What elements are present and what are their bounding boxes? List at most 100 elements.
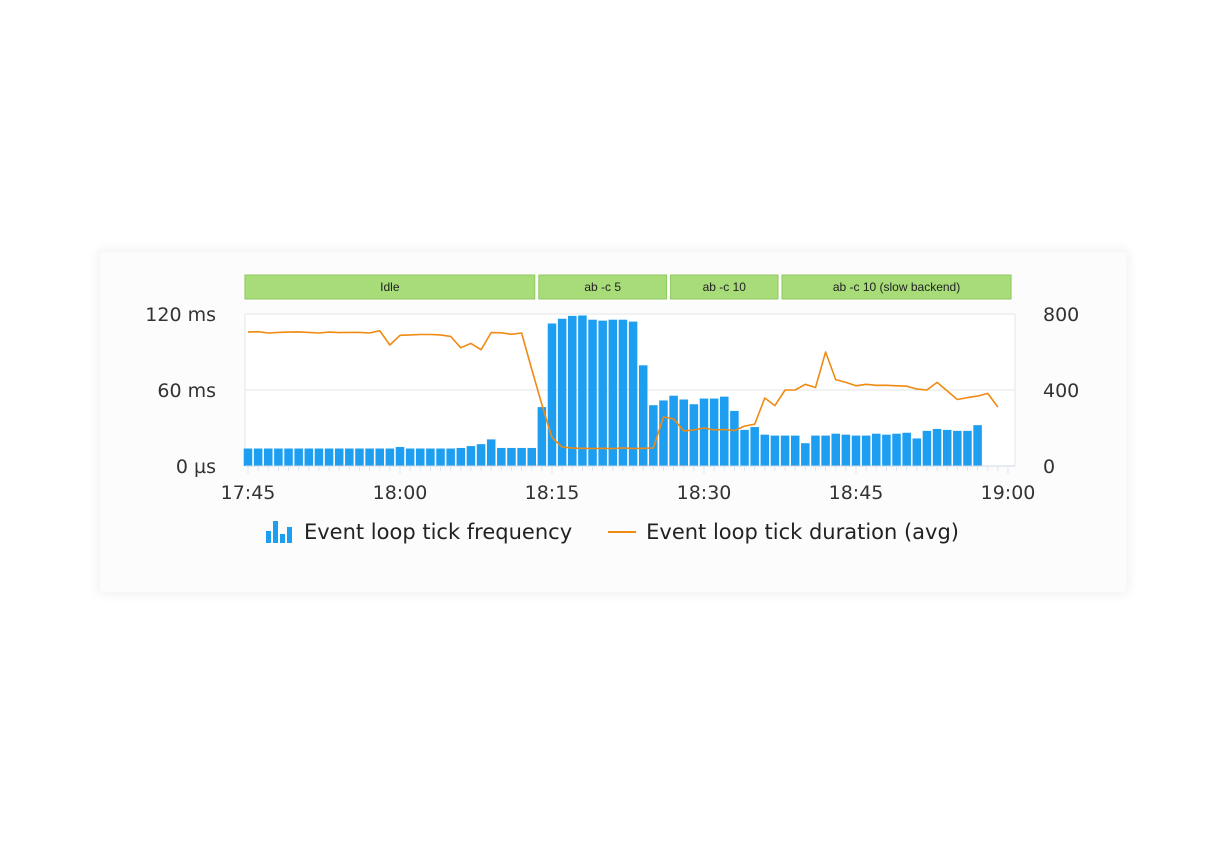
y-tick-label-left: 60 ms xyxy=(157,380,216,402)
bar-tick-frequency xyxy=(537,407,547,466)
bar-tick-frequency xyxy=(395,447,405,466)
bar-tick-frequency xyxy=(963,430,972,466)
bar-tick-frequency xyxy=(659,400,668,466)
bar-tick-frequency xyxy=(872,433,881,466)
bar-tick-frequency xyxy=(689,404,699,466)
x-tick-label: 18:30 xyxy=(677,482,732,504)
bar-tick-frequency xyxy=(446,448,455,466)
bar-tick-frequency xyxy=(770,435,780,466)
bar-tick-frequency xyxy=(527,447,536,466)
bar-tick-frequency xyxy=(902,432,911,466)
bar-tick-frequency xyxy=(365,448,374,466)
bar-tick-frequency xyxy=(679,399,688,466)
y-tick-label-left: 120 ms xyxy=(145,304,216,326)
bar-tick-frequency xyxy=(831,433,840,466)
bar-tick-frequency xyxy=(517,447,526,466)
bar-tick-frequency xyxy=(953,430,962,466)
bar-tick-frequency xyxy=(436,448,445,466)
phase-band xyxy=(670,274,779,300)
bar-tick-frequency xyxy=(243,448,253,466)
bar-tick-frequency xyxy=(253,448,263,466)
bar-tick-frequency xyxy=(912,438,922,466)
bar-tick-frequency xyxy=(274,448,283,466)
bar-tick-frequency xyxy=(486,439,496,466)
bar-tick-frequency xyxy=(932,428,942,466)
line-tick-duration xyxy=(247,329,999,450)
bar-tick-frequency xyxy=(426,448,435,466)
bar-tick-frequency xyxy=(476,444,486,466)
bar-tick-frequency xyxy=(801,443,810,466)
phase-band xyxy=(244,274,536,300)
x-tick-label: 18:00 xyxy=(373,482,428,504)
phase-band xyxy=(538,274,668,300)
x-tick-label: 18:45 xyxy=(829,482,884,504)
bar-tick-frequency xyxy=(649,405,658,466)
bar-tick-frequency xyxy=(750,427,759,466)
bar-tick-frequency xyxy=(385,448,395,466)
bar-tick-frequency xyxy=(892,433,901,466)
bar-tick-frequency xyxy=(294,448,303,466)
bar-tick-frequency xyxy=(375,448,384,466)
x-tick-label: 19:00 xyxy=(981,482,1036,504)
legend-item-frequency[interactable]: Event loop tick frequency xyxy=(265,520,573,544)
legend-label-frequency: Event loop tick frequency xyxy=(303,520,573,544)
y-tick-label-right: 0 xyxy=(1043,456,1055,478)
y-tick-label-left: 0 µs xyxy=(176,456,216,478)
bar-tick-frequency xyxy=(314,448,324,466)
bar-tick-frequency xyxy=(882,434,891,466)
bar-tick-frequency xyxy=(405,448,415,466)
legend-label-duration: Event loop tick duration (avg) xyxy=(646,520,960,544)
x-tick-label: 18:15 xyxy=(525,482,580,504)
bar-tick-frequency xyxy=(740,429,749,466)
bar-tick-frequency xyxy=(324,448,334,466)
bar-tick-frequency xyxy=(264,448,273,466)
y-tick-label-right: 800 xyxy=(1043,304,1079,326)
bar-tick-frequency xyxy=(709,398,719,466)
bar-tick-frequency xyxy=(618,319,628,466)
bar-tick-frequency xyxy=(355,448,364,466)
bar-tick-frequency xyxy=(345,448,354,466)
bar-tick-frequency xyxy=(780,435,790,466)
line-series-icon xyxy=(608,531,637,533)
x-tick-label: 17:45 xyxy=(221,482,276,504)
bar-chart-icon xyxy=(265,521,294,543)
bar-tick-frequency xyxy=(760,434,770,466)
bar-tick-frequency xyxy=(578,315,587,466)
bar-tick-frequency xyxy=(669,395,678,466)
bar-tick-frequency xyxy=(304,448,314,466)
phase-band xyxy=(781,274,1012,300)
bar-tick-frequency xyxy=(922,430,932,466)
bar-tick-frequency xyxy=(720,396,729,466)
bar-tick-frequency xyxy=(821,435,830,466)
bar-tick-frequency xyxy=(942,429,952,466)
phase-label: ab -c 5 xyxy=(584,280,621,294)
legend: Event loop tick frequency Event loop tic… xyxy=(0,520,1225,544)
bar-tick-frequency xyxy=(608,319,618,466)
phase-label: Idle xyxy=(380,280,400,294)
legend-item-duration[interactable]: Event loop tick duration (avg) xyxy=(608,520,959,544)
bar-tick-frequency xyxy=(568,315,577,466)
bar-tick-frequency xyxy=(416,448,425,466)
bar-tick-frequency xyxy=(841,434,851,466)
phase-label: ab -c 10 xyxy=(703,280,747,294)
bar-tick-frequency xyxy=(466,446,476,466)
bar-tick-frequency xyxy=(861,435,871,466)
phase-label: ab -c 10 (slow backend) xyxy=(833,280,960,294)
bar-tick-frequency xyxy=(638,365,648,466)
bar-tick-frequency xyxy=(811,435,820,466)
bar-tick-frequency xyxy=(628,321,638,466)
bar-tick-frequency xyxy=(851,435,861,466)
bar-tick-frequency xyxy=(557,318,567,466)
bar-tick-frequency xyxy=(598,320,607,466)
bar-tick-frequency xyxy=(497,447,506,466)
bar-tick-frequency xyxy=(699,398,709,466)
bar-tick-frequency xyxy=(284,448,293,466)
bar-tick-frequency xyxy=(790,435,800,466)
bar-tick-frequency xyxy=(730,410,739,466)
bar-tick-frequency xyxy=(588,319,597,466)
bar-tick-frequency xyxy=(334,448,344,466)
bar-tick-frequency xyxy=(507,447,516,466)
bar-tick-frequency xyxy=(456,447,466,466)
